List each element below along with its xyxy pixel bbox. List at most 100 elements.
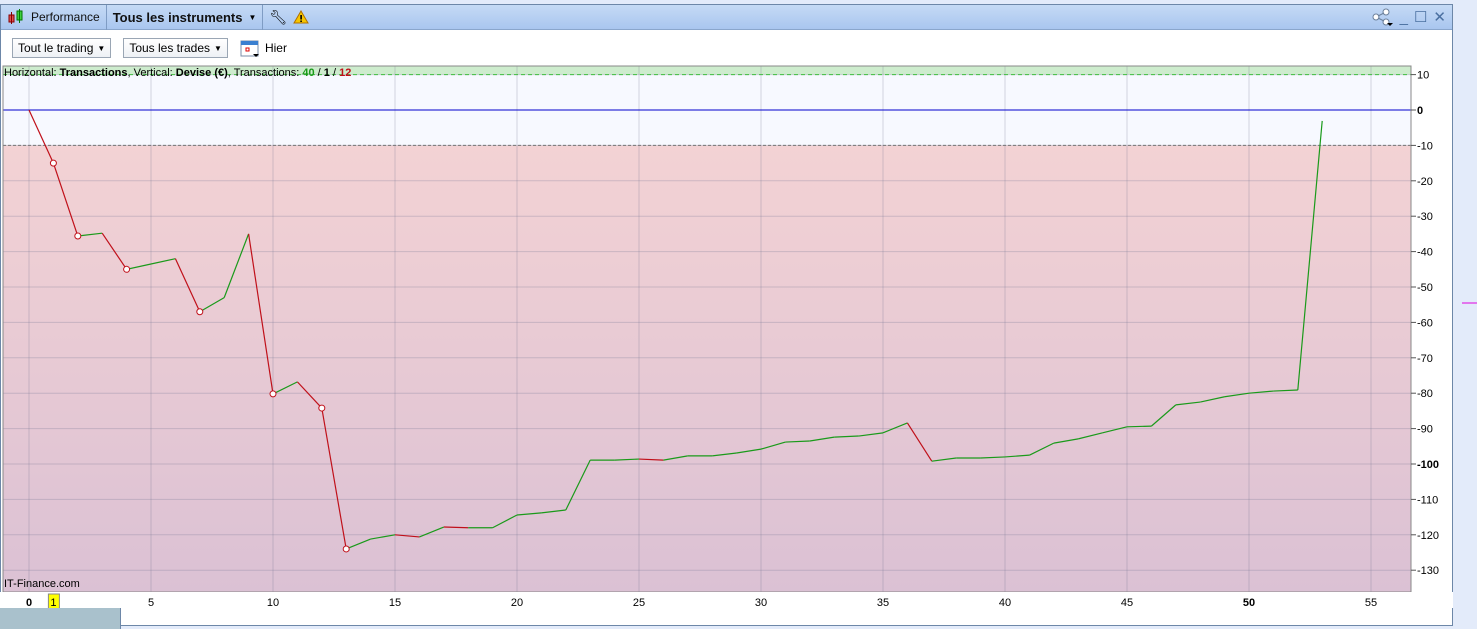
equity-segment (443, 526, 469, 529)
equity-segment (199, 297, 225, 313)
y-tick-label: -40 (1417, 247, 1433, 259)
instrument-select[interactable]: Tous les instruments ▼ (107, 4, 264, 30)
info-prefix-v: , Vertical: (128, 67, 176, 79)
x-tick-label: 5 (148, 597, 154, 608)
y-tick-label: -130 (1417, 565, 1439, 577)
equity-segment (1297, 120, 1323, 391)
y-tick-label: -20 (1417, 176, 1433, 188)
x-tick-label: 45 (1121, 597, 1133, 608)
equity-segment (663, 455, 688, 461)
equity-segment (1053, 438, 1079, 444)
scope-select-label: Tout le trading (18, 41, 94, 55)
equity-segment (419, 526, 445, 538)
title-bar: Performance Tous les instruments ▼ 🔧︎ _ ☐… (1, 4, 1452, 30)
equity-segment (272, 381, 298, 395)
y-tick-label: -10 (1417, 140, 1433, 152)
equity-segment (565, 459, 591, 511)
instrument-select-label: Tous les instruments (112, 9, 243, 25)
equity-segment (980, 456, 1006, 459)
x-tick-label: 15 (389, 597, 401, 608)
y-tick-label: 0 (1417, 105, 1423, 117)
equity-segment (394, 534, 420, 538)
equity-segment (1224, 392, 1250, 398)
zoom-tools[interactable] (0, 608, 121, 629)
watermark: IT-Finance.com (4, 578, 80, 590)
x-tick-label: 40 (999, 597, 1011, 608)
equity-segment (1078, 432, 1103, 440)
tools-group: 🔧︎ (263, 5, 315, 30)
equity-segment (931, 457, 957, 462)
info-t-loss: 12 (339, 67, 351, 79)
x-tick-label: 35 (877, 597, 889, 608)
info-prefix-h: Horizontal: (4, 67, 60, 79)
equity-segment (1151, 404, 1177, 427)
panel-label: Performance (31, 10, 100, 24)
close-icon[interactable]: ✕ (1433, 9, 1446, 26)
trades-select-label: Tous les trades (129, 41, 211, 55)
chevron-down-icon: ▼ (214, 43, 222, 53)
minimize-icon[interactable]: _ (1399, 8, 1408, 26)
cursor-marker: 1 (50, 597, 56, 608)
equity-segment (101, 232, 128, 270)
equity-segment (248, 233, 274, 394)
equity-segment (345, 538, 371, 550)
equity-segment (638, 458, 664, 461)
candlestick-icon (8, 9, 23, 24)
equity-segment (516, 512, 542, 516)
x-tick-label: 10 (267, 597, 279, 608)
x-tick-label: 20 (511, 597, 523, 608)
equity-segment (858, 432, 884, 437)
equity-segment (882, 422, 908, 434)
equity-chart[interactable]: 100-10-20-30-40-50-60-70-80-90-100-110-1… (0, 62, 1453, 608)
equity-segment (28, 109, 54, 164)
y-tick-label: 10 (1417, 70, 1429, 82)
info-t-even: 1 (324, 67, 330, 79)
equity-segment (1102, 426, 1128, 434)
equity-segment (223, 233, 250, 298)
equity-segment (321, 407, 347, 550)
equity-segment (1273, 389, 1298, 392)
trades-select[interactable]: Tous les trades ▼ (123, 38, 228, 58)
equity-segment (126, 263, 152, 270)
equity-segment (834, 435, 859, 438)
equity-segment (906, 422, 933, 462)
y-tick-label: -90 (1417, 424, 1433, 436)
drawdown-point (196, 308, 204, 316)
performance-tab[interactable]: Performance (1, 4, 107, 30)
x-tick-label: 50 (1243, 597, 1255, 608)
x-tick-label: 25 (633, 597, 645, 608)
y-tick-label: -110 (1417, 494, 1438, 506)
drawdown-point (269, 390, 277, 398)
date-picker[interactable]: Hier (240, 38, 287, 58)
y-tick-label: -50 (1417, 282, 1433, 294)
equity-segment (541, 509, 566, 514)
drawdown-point (123, 265, 131, 273)
x-tick-label: 30 (755, 597, 767, 608)
share-icon[interactable] (1372, 8, 1394, 26)
loss-band (3, 145, 1411, 592)
equity-segment (174, 258, 201, 313)
calendar-icon (240, 40, 259, 57)
window-controls: _ ☐ ✕ (1372, 8, 1452, 26)
y-tick-label: -60 (1417, 317, 1433, 329)
chart-info: Horizontal: Transactions, Vertical: Devi… (4, 67, 351, 79)
scope-select[interactable]: Tout le trading ▼ (12, 38, 112, 58)
equity-segment (1200, 396, 1225, 403)
wrench-icon[interactable]: 🔧︎ (269, 8, 288, 25)
info-v-value: Devise (€) (176, 67, 228, 79)
profit-band (3, 66, 1411, 75)
chevron-down-icon: ▼ (248, 12, 257, 22)
warning-icon[interactable] (293, 10, 310, 24)
maximize-icon[interactable]: ☐ (1413, 9, 1428, 26)
toolbar: Tout le trading ▼ Tous les trades ▼ Hier (1, 30, 1452, 66)
equity-segment (492, 514, 518, 529)
y-tick-label: -120 (1417, 530, 1439, 542)
equity-segment (614, 458, 640, 461)
y-tick-label: -100 (1417, 459, 1439, 471)
equity-segment (1248, 390, 1274, 394)
equity-segment (1029, 442, 1055, 456)
y-tick-label: -70 (1417, 353, 1433, 365)
equity-segment (760, 441, 786, 450)
x-tick-label: 55 (1365, 597, 1377, 608)
info-h-value: Transactions (60, 67, 128, 79)
